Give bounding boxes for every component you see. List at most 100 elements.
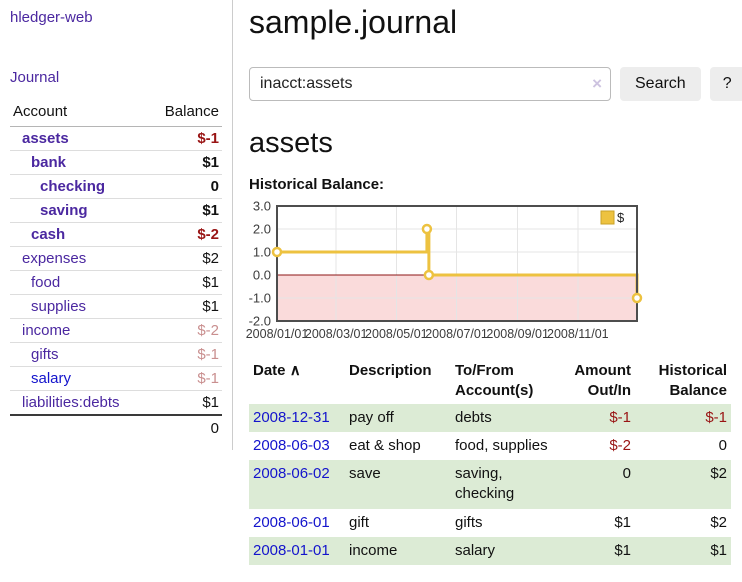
- account-link[interactable]: liabilities:debts: [22, 394, 120, 411]
- account-balance: $-1: [146, 342, 222, 367]
- balance-cell: 0: [718, 436, 727, 454]
- description-cell: eat & shop: [349, 436, 421, 454]
- sidebar: hledger-web Journal Account Balance asse…: [0, 0, 233, 450]
- account-row: bank $1: [10, 150, 222, 175]
- data-point-marker: [423, 269, 435, 281]
- chart-label: Historical Balance:: [249, 176, 385, 193]
- account-row: saving $1: [10, 198, 222, 223]
- register-header-row: Date ∧ Description To/From Account(s) Am…: [249, 359, 731, 404]
- date-link[interactable]: 2008-06-03: [253, 436, 330, 454]
- column-header-amount: Amount Out/In: [574, 362, 631, 400]
- account-balance: $-1: [146, 366, 222, 391]
- account-row: expenses $2: [10, 246, 222, 271]
- accounts-total-value: 0: [146, 414, 222, 441]
- account-link[interactable]: saving: [40, 202, 88, 219]
- account-row: food $1: [10, 270, 222, 295]
- account-balance: $2: [146, 246, 222, 271]
- x-tick-label: 2008/07/01: [425, 327, 488, 341]
- legend-label: $: [617, 210, 625, 225]
- sidebar-item-journal[interactable]: Journal: [10, 69, 60, 86]
- table-row: 2008-06-01 gift gifts $1 $2: [249, 509, 731, 537]
- account-link[interactable]: assets: [22, 130, 69, 147]
- balance-cell: $2: [710, 465, 727, 482]
- table-row: 2008-12-31 pay off debts $-1 $-1: [249, 403, 731, 432]
- column-header-description: Description: [349, 362, 432, 379]
- account-link[interactable]: gifts: [31, 346, 59, 363]
- account-link[interactable]: income: [22, 322, 71, 339]
- account-link[interactable]: cash: [31, 226, 66, 243]
- account-balance: $1: [146, 390, 222, 415]
- account-balance: 0: [146, 174, 222, 199]
- account-balance: $1: [146, 294, 222, 319]
- clear-search-icon[interactable]: ×: [592, 74, 602, 93]
- column-header-accounts: To/From Account(s): [455, 362, 534, 400]
- account-link[interactable]: expenses: [22, 250, 87, 267]
- account-link[interactable]: bank: [31, 154, 67, 171]
- balance-cell: $2: [710, 513, 727, 531]
- description-cell: gift: [349, 513, 370, 531]
- account-link[interactable]: checking: [40, 178, 106, 195]
- balance-cell: $1: [710, 541, 727, 559]
- amount-cell: $1: [614, 541, 631, 559]
- accounts-header-balance: Balance: [146, 101, 222, 127]
- account-balance: $-2: [146, 318, 222, 343]
- account-balance: $-1: [197, 130, 219, 147]
- balance-cell: $-1: [705, 408, 727, 426]
- y-tick-label: -1.0: [249, 291, 271, 306]
- account-balance: $1: [146, 150, 222, 175]
- column-header-balance: Historical Balance: [658, 362, 727, 400]
- accounts-table: Account Balance assets $-1 bank $1 check…: [10, 101, 222, 441]
- x-tick-label: 2008/09/01: [486, 327, 549, 341]
- date-link[interactable]: 2008-06-02: [253, 465, 330, 482]
- amount-cell: $-2: [609, 436, 631, 454]
- y-tick-label: 2.0: [253, 222, 271, 237]
- app-title: hledger-web: [10, 9, 222, 26]
- y-tick-label: 0.0: [253, 268, 271, 283]
- search-form: × Search ?: [249, 67, 742, 101]
- accounts-total-row: 0: [10, 414, 222, 441]
- search-button[interactable]: Search: [620, 67, 701, 101]
- account-row: gifts $-1: [10, 342, 222, 367]
- account-row: supplies $1: [10, 294, 222, 319]
- account-link[interactable]: salary: [31, 370, 72, 387]
- sort-ascending-icon: ∧: [289, 362, 301, 379]
- date-link[interactable]: 2008-06-01: [253, 513, 330, 531]
- description-cell: pay off: [349, 408, 394, 426]
- account-row: assets $-1: [10, 127, 222, 151]
- column-header-date[interactable]: Date ∧: [253, 362, 301, 379]
- account-balance: $1: [146, 198, 222, 223]
- register-table-body: 2008-12-31 pay off debts $-1 $-1 2008-06…: [249, 403, 731, 565]
- main-content: sample.journal × Search ? assets Histori…: [233, 0, 742, 565]
- app-window: hledger-web Journal Account Balance asse…: [0, 0, 742, 565]
- app-title-link[interactable]: hledger-web: [10, 9, 93, 26]
- x-tick-label: 2008/11/01: [547, 327, 609, 341]
- accounts-table-body: assets $-1 bank $1 checking 0 saving $1 …: [10, 127, 222, 415]
- account-row: cash $-2: [10, 222, 222, 247]
- account-row: income $-2: [10, 318, 222, 343]
- accounts-cell: gifts: [455, 513, 483, 531]
- data-point-marker: [271, 246, 283, 258]
- date-link[interactable]: 2008-01-01: [253, 541, 330, 559]
- accounts-header-account: Account: [10, 101, 147, 127]
- amount-cell: $-1: [609, 408, 631, 426]
- accounts-cell: debts: [455, 408, 492, 426]
- table-row: 2008-06-02 save saving, checking 0 $2: [249, 460, 731, 509]
- accounts-cell: salary: [455, 541, 496, 559]
- historical-balance-chart: $3.0 2.0 1.0 0.0 -1.0 -2.02008/01/012008/03/0…: [246, 199, 643, 341]
- plot-border: [276, 205, 638, 322]
- x-tick-label: 2008/01/01: [246, 327, 309, 341]
- account-link[interactable]: food: [31, 274, 61, 291]
- account-link[interactable]: supplies: [31, 298, 87, 315]
- accounts-cell: saving, checking: [455, 465, 515, 503]
- table-row: 2008-06-03 eat & shop food, supplies $-2…: [249, 432, 731, 460]
- account-heading: assets: [249, 127, 333, 159]
- account-row: checking 0: [10, 174, 222, 199]
- register-table: Date ∧ Description To/From Account(s) Am…: [249, 359, 731, 565]
- y-tick-label: 3.0: [253, 199, 271, 214]
- account-balance: $1: [146, 270, 222, 295]
- y-tick-label: 1.0: [253, 245, 271, 260]
- data-point-marker: [631, 292, 643, 304]
- search-input[interactable]: [249, 67, 611, 101]
- date-link[interactable]: 2008-12-31: [253, 408, 330, 426]
- help-button[interactable]: ?: [709, 67, 742, 101]
